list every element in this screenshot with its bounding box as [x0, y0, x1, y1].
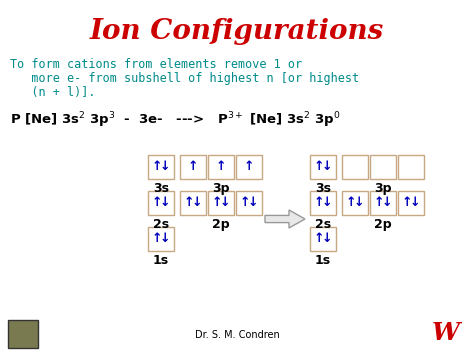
Text: ↑: ↑: [346, 197, 356, 209]
Text: ↓: ↓: [192, 197, 202, 209]
Text: 2p: 2p: [374, 218, 392, 231]
Text: ↑: ↑: [374, 197, 384, 209]
Bar: [310, 191, 336, 215]
Text: ↓: ↓: [160, 160, 170, 174]
Text: (n + l)].: (n + l)].: [10, 86, 95, 99]
Text: 3s: 3s: [153, 182, 169, 195]
Bar: [398, 155, 424, 179]
Bar: [310, 227, 336, 251]
Bar: [148, 191, 174, 215]
Text: ↑: ↑: [314, 233, 324, 246]
Text: ↑: ↑: [244, 160, 254, 174]
Text: ↓: ↓: [322, 160, 332, 174]
Bar: [236, 155, 262, 179]
Text: ↑: ↑: [314, 197, 324, 209]
Text: 1s: 1s: [315, 254, 331, 267]
Text: To form cations from elements remove 1 or: To form cations from elements remove 1 o…: [10, 58, 302, 71]
Text: ↓: ↓: [248, 197, 258, 209]
Text: ↑: ↑: [184, 197, 194, 209]
Text: ↑: ↑: [152, 197, 162, 209]
Text: ↑: ↑: [216, 160, 226, 174]
Text: ↓: ↓: [410, 197, 420, 209]
Text: 2s: 2s: [315, 218, 331, 231]
Text: ↑: ↑: [188, 160, 198, 174]
Bar: [370, 155, 396, 179]
Text: 2p: 2p: [212, 218, 230, 231]
Bar: [208, 155, 234, 179]
Bar: [342, 155, 368, 179]
Text: ↑: ↑: [152, 233, 162, 246]
Bar: [180, 191, 206, 215]
Text: ↓: ↓: [160, 233, 170, 246]
Bar: [8, 320, 38, 348]
Text: ↓: ↓: [220, 197, 230, 209]
Text: ↑: ↑: [152, 160, 162, 174]
Text: ↑: ↑: [240, 197, 250, 209]
Text: 3s: 3s: [315, 182, 331, 195]
Bar: [310, 155, 336, 179]
Text: Ion Configurations: Ion Configurations: [90, 18, 384, 45]
Text: ↓: ↓: [322, 197, 332, 209]
Text: P [Ne] 3s$^2$ 3p$^3$  -  3e-   --->   P$^{3+}$ [Ne] 3s$^2$ 3p$^0$: P [Ne] 3s$^2$ 3p$^3$ - 3e- ---> P$^{3+}$…: [10, 110, 340, 130]
Bar: [208, 191, 234, 215]
Bar: [148, 227, 174, 251]
Text: 2s: 2s: [153, 218, 169, 231]
Text: ↑: ↑: [314, 160, 324, 174]
Text: 3p: 3p: [374, 182, 392, 195]
Bar: [342, 191, 368, 215]
Text: ↓: ↓: [354, 197, 364, 209]
Text: ↑: ↑: [212, 197, 222, 209]
Text: 3p: 3p: [212, 182, 230, 195]
Text: W: W: [432, 321, 460, 345]
Text: ↑: ↑: [402, 197, 412, 209]
Text: Dr. S. M. Condren: Dr. S. M. Condren: [195, 330, 279, 340]
Bar: [180, 155, 206, 179]
Bar: [398, 191, 424, 215]
Bar: [148, 155, 174, 179]
Text: more e- from subshell of highest n [or highest: more e- from subshell of highest n [or h…: [10, 72, 359, 85]
Bar: [236, 191, 262, 215]
Polygon shape: [265, 210, 305, 228]
Text: ↓: ↓: [160, 197, 170, 209]
Text: 1s: 1s: [153, 254, 169, 267]
Bar: [370, 191, 396, 215]
Text: ↓: ↓: [322, 233, 332, 246]
Text: ↓: ↓: [382, 197, 392, 209]
